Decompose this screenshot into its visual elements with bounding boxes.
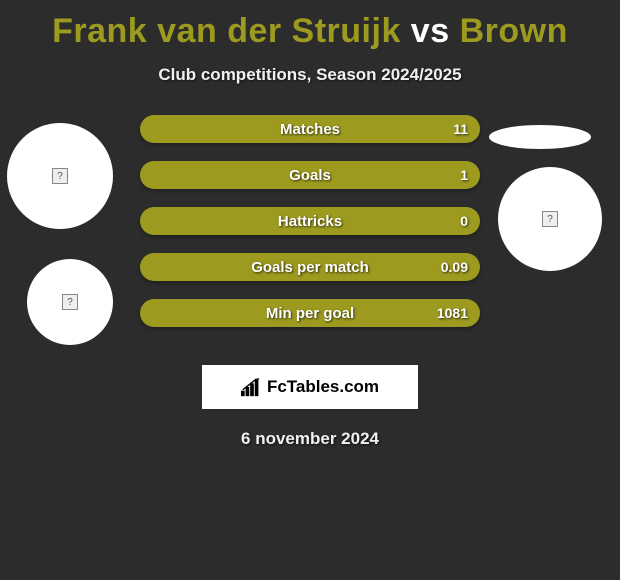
stat-value: 0.09 (441, 259, 468, 275)
chart-icon (241, 377, 263, 397)
stat-bar: Goals per match 0.09 (140, 253, 480, 281)
player2-name: Brown (460, 12, 568, 50)
stat-label: Goals (289, 167, 331, 184)
decorative-ellipse (489, 125, 591, 149)
stat-bar: Min per goal 1081 (140, 299, 480, 327)
player-avatar: ? (7, 123, 113, 229)
vs-text: vs (401, 12, 460, 50)
stat-value: 0 (460, 213, 468, 229)
broken-image-icon: ? (542, 211, 558, 227)
stat-bar: Goals 1 (140, 161, 480, 189)
stat-label: Matches (280, 121, 340, 138)
broken-image-icon: ? (52, 168, 68, 184)
player1-name: Frank van der Struijk (52, 12, 401, 50)
broken-image-icon: ? (62, 294, 78, 310)
stat-label: Goals per match (251, 259, 369, 276)
stat-value: 1081 (437, 305, 468, 321)
subtitle: Club competitions, Season 2024/2025 (0, 65, 620, 85)
player-avatar: ? (498, 167, 602, 271)
comparison-title: Frank van der Struijk vs Brown (0, 0, 620, 51)
stat-value: 11 (453, 121, 468, 137)
stat-bars: Matches 11 Goals 1 Hattricks 0 Goals per match… (140, 115, 480, 345)
stat-label: Hattricks (278, 213, 342, 230)
date-text: 6 november 2024 (0, 429, 620, 449)
stat-value: 1 (460, 167, 468, 183)
stat-bar: Matches 11 (140, 115, 480, 143)
player-avatar: ? (27, 259, 113, 345)
stat-bar: Hattricks 0 (140, 207, 480, 235)
branding-badge: FcTables.com (202, 365, 418, 409)
stat-label: Min per goal (266, 305, 354, 322)
branding-text: FcTables.com (267, 377, 379, 397)
